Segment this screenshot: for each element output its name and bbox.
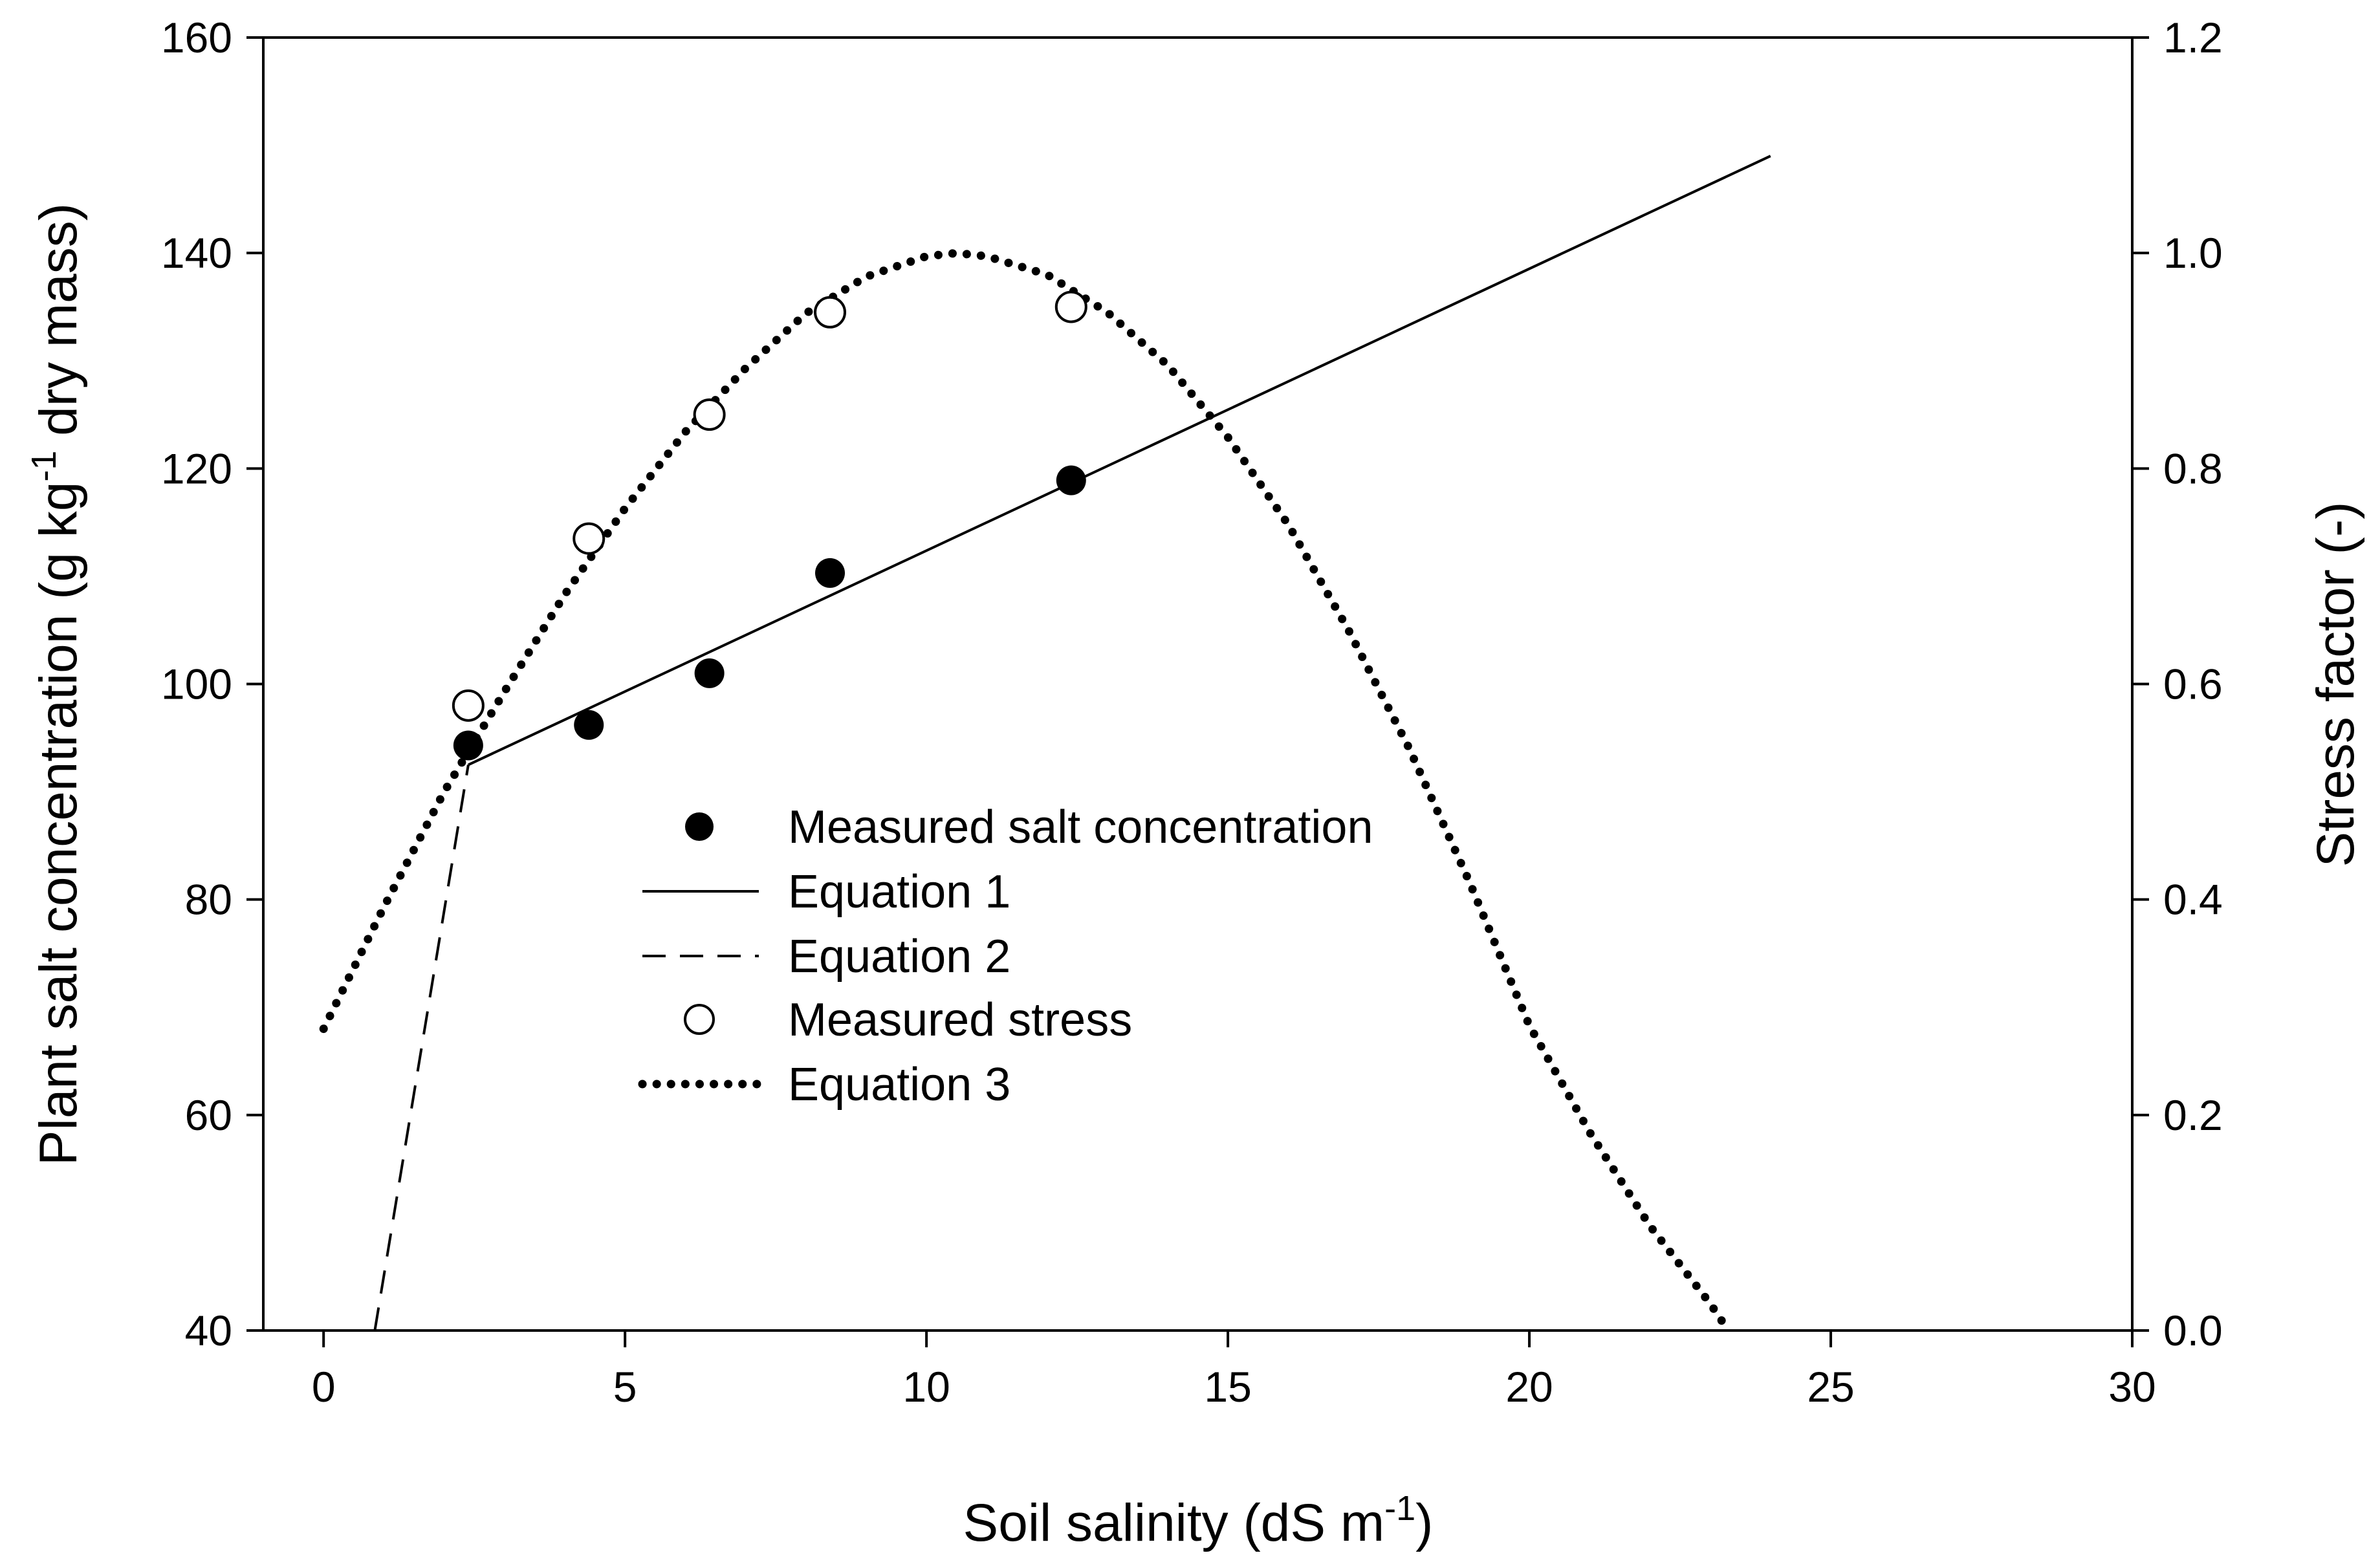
data-point-measured-salt-concentration (453, 730, 483, 761)
legend-label-equation-3: Equation 3 (788, 1059, 1010, 1111)
x-axis-title-superscript: -1 (1384, 1489, 1415, 1528)
legend-marker-measured-salt (685, 812, 714, 841)
x-tick-label: 25 (1807, 1363, 1854, 1411)
data-point-measured-salt-concentration (574, 710, 604, 740)
legend-label-measured-salt: Measured salt concentration (788, 801, 1373, 853)
series-line-equation-1 (468, 155, 1771, 766)
series-layer (319, 155, 1771, 1335)
x-tick-label: 15 (1204, 1363, 1251, 1411)
x-tick-label: 5 (613, 1363, 637, 1411)
series-line-equation-2 (373, 765, 470, 1331)
x-axis-title: Soil salinity (dS m-1) (963, 1489, 1434, 1552)
x-tick-label: 10 (902, 1363, 950, 1411)
y-left-tick-label: 40 (185, 1307, 232, 1354)
y-left-tick-label: 60 (185, 1091, 232, 1139)
y-right-tick-label: 0.0 (2163, 1307, 2223, 1354)
series-line-equation-3 (319, 248, 1733, 1335)
y-left-axis-ticks: 40 60 80 100 120 140 160 (161, 14, 263, 1354)
data-point-measured-salt-concentration (694, 658, 725, 688)
x-axis-title-main: Soil salinity (dS m (963, 1493, 1385, 1552)
y-right-tick-label: 1.0 (2163, 229, 2223, 277)
y-left-axis-title-end: dry mass) (29, 203, 88, 451)
y-right-tick-label: 1.2 (2163, 14, 2223, 61)
x-axis-title-end: ) (1415, 1493, 1433, 1552)
y-right-axis-ticks: 0.0 0.2 0.4 0.6 0.8 1.0 1.2 (2132, 14, 2223, 1354)
y-left-tick-label: 120 (161, 444, 232, 492)
legend-label-equation-2: Equation 2 (788, 931, 1010, 983)
y-right-tick-label: 0.8 (2163, 444, 2223, 492)
data-point-measured-stress (693, 398, 726, 431)
x-tick-label: 0 (312, 1363, 336, 1411)
y-right-tick-label: 0.2 (2163, 1091, 2223, 1139)
data-point-measured-stress (1054, 290, 1087, 323)
y-left-axis-title-superscript: -1 (25, 451, 63, 482)
x-tick-label: 30 (2108, 1363, 2156, 1411)
legend-label-equation-1: Equation 1 (788, 866, 1010, 918)
data-point-measured-stress (452, 689, 485, 722)
y-left-axis-title-main: Plant salt concentration (g kg (29, 482, 88, 1166)
y-left-tick-label: 80 (185, 876, 232, 924)
x-tick-label: 20 (1505, 1363, 1553, 1411)
y-left-axis-title: Plant salt concentration (g kg-1 dry mas… (25, 203, 88, 1166)
y-right-tick-label: 0.6 (2163, 660, 2223, 708)
legend-marker-measured-stress (684, 1004, 715, 1035)
x-axis-ticks: 0 5 10 15 20 25 30 (312, 1330, 2156, 1411)
data-point-measured-salt-concentration (1056, 465, 1086, 495)
legend-label-measured-stress: Measured stress (788, 994, 1132, 1046)
data-point-measured-salt-concentration (815, 558, 846, 588)
data-point-measured-stress (573, 522, 606, 555)
y-left-tick-label: 100 (161, 660, 232, 708)
data-point-measured-stress (814, 296, 847, 329)
y-right-axis-title: Stress factor (-) (2306, 502, 2365, 867)
y-right-tick-label: 0.4 (2163, 876, 2223, 924)
y-left-tick-label: 160 (161, 14, 232, 61)
y-left-tick-label: 140 (161, 229, 232, 277)
legend: Measured salt concentration Equation 1 E… (638, 801, 1373, 1111)
